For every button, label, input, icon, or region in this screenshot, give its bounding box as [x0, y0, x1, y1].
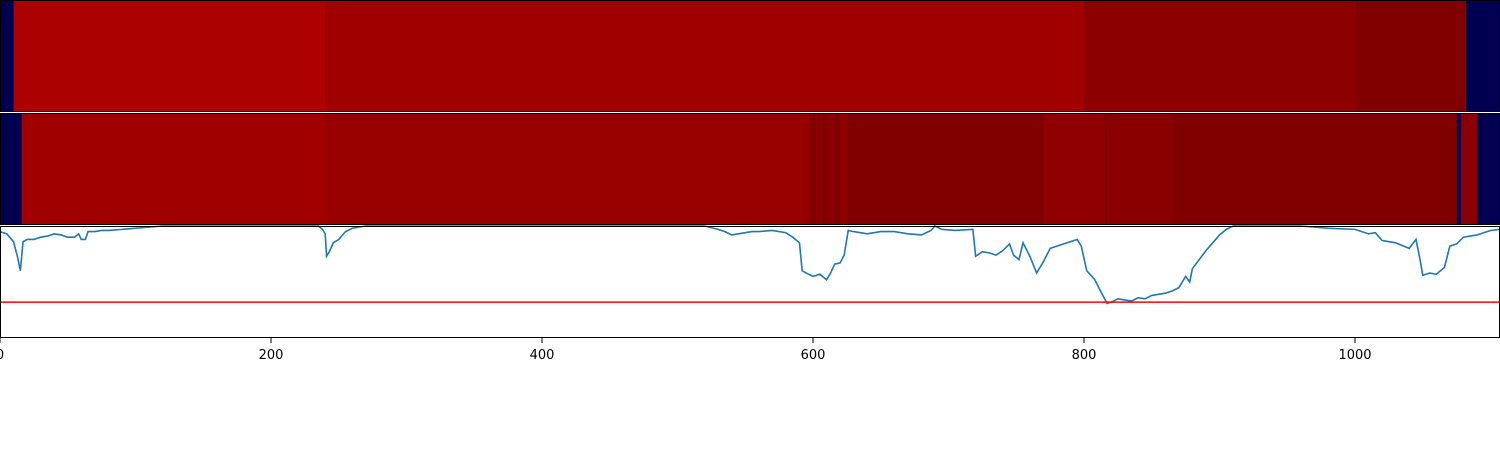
- x-tick-label: 800: [1072, 348, 1097, 363]
- heatmap-band-top: [0, 0, 1500, 112]
- heatmap-cell: [21, 113, 326, 225]
- x-tick-label: 600: [801, 348, 826, 363]
- heatmap-cell: [0, 0, 15, 112]
- heatmap-cell: [1466, 0, 1500, 112]
- heatmap-cell: [325, 0, 1085, 112]
- heatmap-cell: [1356, 0, 1467, 112]
- heatmap-cell: [1084, 0, 1357, 112]
- heatmap-cell: [1104, 113, 1108, 225]
- heatmap-cell: [325, 113, 810, 225]
- heatmap-cell: [848, 113, 1044, 225]
- heatmap-cell: [13, 0, 326, 112]
- heatmap-cell: [836, 113, 841, 225]
- line-panel: [0, 225, 1500, 305]
- heatmap-cell: [815, 113, 823, 225]
- heatmap-cell: [822, 113, 828, 225]
- x-tick-label: 400: [530, 348, 555, 363]
- x-tick-label: 0: [0, 348, 4, 363]
- heatmap-cell: [1043, 113, 1105, 225]
- heatmap-band-middle: [0, 113, 1500, 225]
- heatmap-cell: [840, 113, 849, 225]
- x-axis: 0 200 400 600 800 1000: [0, 338, 1372, 363]
- heatmap-cell: [1107, 113, 1174, 225]
- heatmap-cell: [1460, 113, 1478, 225]
- panel-frame: [0, 226, 1500, 338]
- series-line: [0, 225, 1500, 305]
- x-tick-label: 1000: [1338, 348, 1371, 363]
- heatmap-cell: [826, 113, 837, 225]
- x-tick-label: 200: [259, 348, 284, 363]
- heatmap-cell: [1476, 113, 1500, 225]
- heatmap-cell: [808, 113, 817, 225]
- heatmap-cell: [0, 113, 23, 225]
- heatmap-cell: [1173, 113, 1458, 225]
- heatmap-cell: [1456, 113, 1462, 225]
